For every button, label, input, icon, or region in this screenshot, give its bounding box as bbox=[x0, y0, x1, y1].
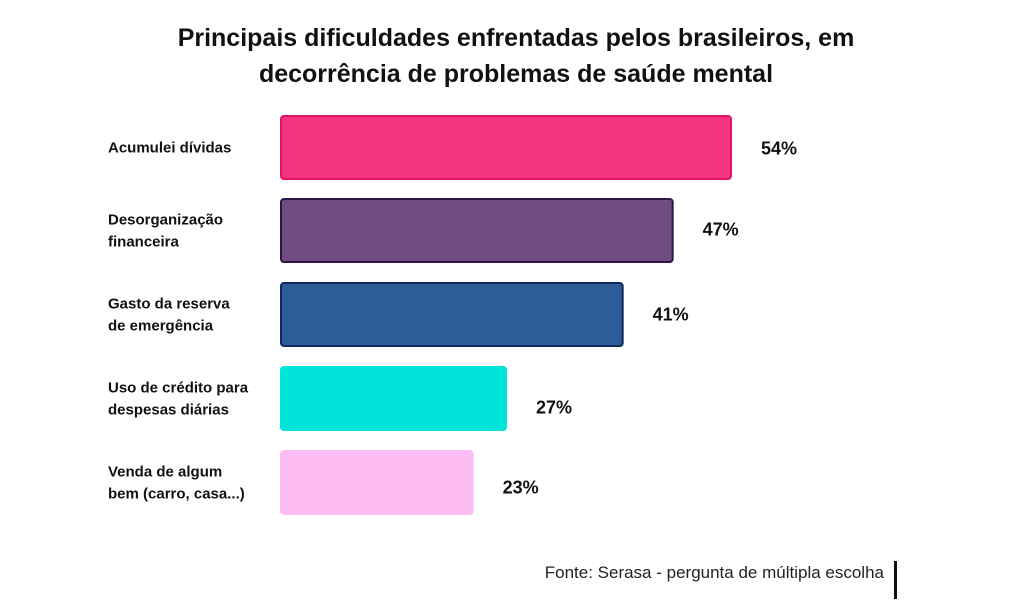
bar-group: Gasto da reserva de emergência 41% bbox=[108, 282, 689, 347]
chart-title-line-1: Principais dificuldades enfrentadas pelo… bbox=[177, 24, 855, 52]
chart-title-line-2: decorrência de problemas de saúde mental bbox=[258, 60, 774, 88]
value-label: 41% bbox=[653, 305, 689, 325]
category-label: financeira bbox=[108, 234, 180, 251]
category-label: Desorganização bbox=[108, 212, 223, 229]
bar bbox=[280, 282, 624, 347]
category-label: Uso de crédito para bbox=[108, 380, 249, 397]
category-label: bem (carro, casa...) bbox=[108, 486, 245, 503]
source-divider bbox=[894, 561, 897, 599]
category-label: Venda de algum bbox=[108, 464, 222, 481]
value-label: 54% bbox=[761, 139, 797, 159]
category-label: despesas diárias bbox=[108, 402, 229, 419]
bar bbox=[280, 450, 474, 515]
value-label: 23% bbox=[503, 478, 539, 498]
bar bbox=[280, 198, 674, 263]
category-label: Gasto da reserva bbox=[108, 296, 230, 313]
bar bbox=[280, 366, 507, 431]
bar-group: Uso de crédito para despesas diárias 27% bbox=[108, 366, 572, 431]
source-note: Fonte: Serasa - pergunta de múltipla esc… bbox=[544, 563, 884, 582]
category-label: Acumulei dívidas bbox=[108, 140, 231, 157]
chart-title: Principais dificuldades enfrentadas pelo… bbox=[0, 20, 1032, 92]
bar-group: Acumulei dívidas 54% bbox=[108, 115, 797, 180]
bar bbox=[280, 115, 732, 180]
bar-group: Venda de algum bem (carro, casa...) 23% bbox=[108, 450, 539, 515]
bar-group: Desorganização financeira 47% bbox=[108, 198, 739, 263]
value-label: 27% bbox=[536, 398, 572, 418]
category-label: de emergência bbox=[108, 318, 214, 335]
value-label: 47% bbox=[703, 220, 739, 240]
